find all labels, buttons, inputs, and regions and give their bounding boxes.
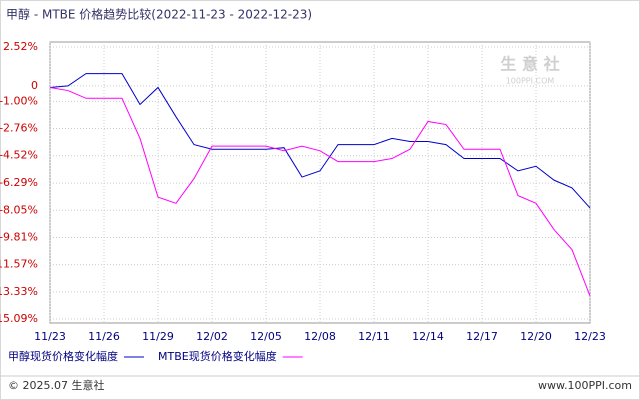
x-tick-label: 12/05 <box>250 330 282 343</box>
y-tick-label: -6.29% <box>0 176 38 189</box>
legend-label: MTBE现货价格变化幅度 <box>158 349 277 363</box>
y-tick-label: -9.81% <box>0 230 38 243</box>
x-tick-label: 11/26 <box>88 330 120 343</box>
y-tick-label: -2.76% <box>0 122 38 135</box>
x-tick-label: 12/23 <box>574 330 606 343</box>
watermark: 生 意 社 <box>500 55 559 74</box>
y-tick-label: -15.09% <box>0 312 38 325</box>
x-tick-label: 11/23 <box>34 330 66 343</box>
x-tick-label: 12/08 <box>304 330 336 343</box>
x-tick-label: 12/02 <box>196 330 228 343</box>
y-tick-label: -11.57% <box>0 258 38 271</box>
series-line <box>49 86 591 297</box>
y-tick-label: -8.05% <box>0 203 38 216</box>
x-tick-label: 12/20 <box>520 330 552 343</box>
y-tick-label: -4.52% <box>0 149 38 162</box>
y-tick-label: -1.00% <box>0 94 38 107</box>
y-tick-label: 2.52% <box>3 40 38 53</box>
x-tick-label: 11/29 <box>142 330 174 343</box>
watermark: 100PPI.COM <box>506 77 555 86</box>
x-tick-label: 12/17 <box>466 330 498 343</box>
legend-label: 甲醇现货价格变化幅度 <box>8 349 118 363</box>
y-tick-label: -13.33% <box>0 285 38 298</box>
x-tick-label: 12/14 <box>412 330 444 343</box>
y-tick-label: 0 <box>31 79 38 92</box>
x-tick-label: 12/11 <box>358 330 390 343</box>
footer-left: © 2025.07 生意社 <box>8 378 104 392</box>
footer-right: www.100PPI.com <box>538 379 632 392</box>
series-line <box>49 73 591 209</box>
chart-title: 甲醇 - MTBE 价格趋势比较(2022-11-23 - 2022-12-23… <box>6 7 312 22</box>
